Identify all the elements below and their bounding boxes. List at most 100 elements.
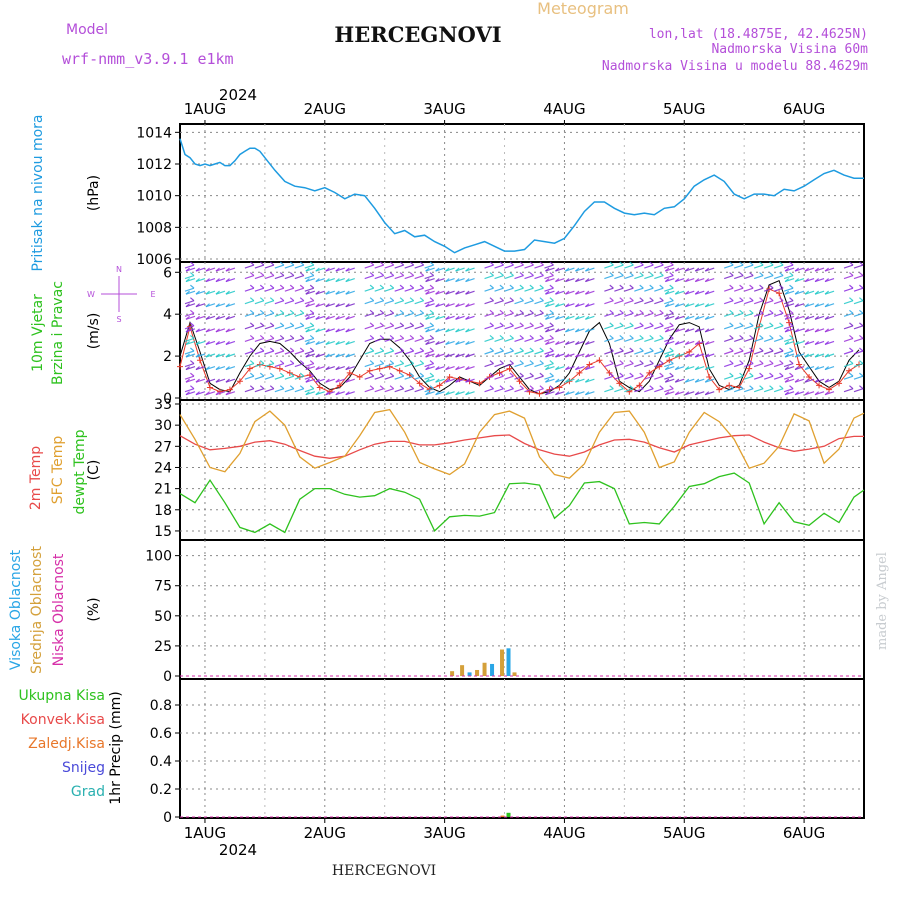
wind-arrow-head <box>389 297 395 302</box>
wind-arrow-head <box>704 353 710 358</box>
wind-arrow-head <box>539 372 544 377</box>
wind-arrow-head <box>549 385 554 390</box>
wind-arrow-head <box>529 334 534 339</box>
wind-arrow-head <box>565 303 570 308</box>
day-label-bottom-1: 2AUG <box>304 824 346 842</box>
wind-arrow <box>743 325 754 330</box>
wind-arrow-head <box>185 328 190 333</box>
wind-arrow-head <box>769 261 774 266</box>
wind-arrow <box>534 287 544 292</box>
wind-arrow <box>853 388 864 393</box>
series-line-temperature-0 <box>179 434 864 459</box>
wind-arrow <box>264 375 275 380</box>
wind-arrow <box>374 350 384 355</box>
wind-arrow-head <box>279 261 285 266</box>
wind-arrow-head <box>190 297 195 302</box>
cloud-axis-label-2: Srednja Oblacnost <box>29 546 45 674</box>
wind-arrow-head <box>565 328 570 333</box>
wind-arrow <box>853 350 864 355</box>
wind-arrow <box>304 325 315 330</box>
wind-arrow-head <box>555 340 560 345</box>
gust-point <box>196 357 203 364</box>
wind-arrow-head <box>289 272 295 277</box>
wind-arrow-head <box>804 378 810 383</box>
wind-arrow-head <box>465 340 470 345</box>
wind-arrow-head <box>259 322 265 327</box>
wind-arrow-head <box>445 328 450 333</box>
wind-arrow-head <box>619 284 624 289</box>
wind-arrow-head <box>539 261 544 266</box>
wind-arrow <box>414 275 424 280</box>
wind-arrow <box>264 388 275 393</box>
wind-arrow <box>244 312 255 317</box>
wind-arrow-head <box>565 278 570 283</box>
wind-arrow-head <box>225 366 230 371</box>
wind-arrow-head <box>739 322 744 327</box>
wind-arrow <box>524 350 534 355</box>
wind-arrow-head <box>215 303 220 308</box>
wind-arrow <box>763 287 774 292</box>
wind-arrow <box>294 264 305 269</box>
wind-arrow-head <box>309 284 315 289</box>
wind-arrow <box>264 300 275 305</box>
wind-arrow-head <box>389 322 395 327</box>
wind-arrow-head <box>305 353 310 358</box>
wind-arrow-head <box>804 366 810 371</box>
wind-arrow-head <box>455 366 460 371</box>
wind-arrow-head <box>784 391 790 396</box>
wind-arrow-head <box>259 360 265 365</box>
wind-arrow-head <box>575 267 580 272</box>
wind-arrow-head <box>784 378 790 383</box>
wind-arrow-head <box>549 284 554 289</box>
wind-arrow-head <box>519 347 524 352</box>
wind-arrow-head <box>784 290 790 295</box>
wind-arrow-head <box>575 328 580 333</box>
wind-arrow <box>853 287 864 292</box>
wind-arrow <box>753 325 764 330</box>
wind-arrow <box>274 312 285 317</box>
wind-arrow-head <box>205 353 210 358</box>
plot-area: 1014 1012 1010 1008 1006 (hPa) 6 4 2 0 (m/s) N W E S 33… <box>8 86 865 859</box>
wind-arrow-head <box>824 290 830 295</box>
wind-arrow-head <box>769 372 774 377</box>
wind-arrow <box>843 375 854 380</box>
wind-arrow-head <box>684 391 690 396</box>
wind-arrow-head <box>759 284 764 289</box>
wind-arrow <box>294 312 305 317</box>
wind-arrow <box>394 325 404 330</box>
wind-arrow-head <box>749 322 754 327</box>
wind-arrow <box>394 337 404 342</box>
wind-arrow-head <box>409 347 415 352</box>
ytick-label-pressure-2: 1010 <box>136 189 172 205</box>
wind-arrow-head <box>784 315 790 320</box>
wind-arrow-head <box>345 378 350 383</box>
wind-arrow-head <box>519 309 524 314</box>
wind-arrow <box>524 312 534 317</box>
wind-arrow <box>614 300 624 305</box>
wind-arrow <box>604 312 614 317</box>
ytick-label-clouds-1: 75 <box>154 579 172 595</box>
wind-arrow-head <box>215 378 220 383</box>
wind-arrow-head <box>674 315 680 320</box>
wind-arrow-head <box>389 347 395 352</box>
wind-arrow-head <box>325 303 330 308</box>
wind-arrow <box>524 363 534 368</box>
gust-point <box>396 367 403 374</box>
gust-point <box>356 374 363 381</box>
wind-arrow-head <box>389 372 395 377</box>
wind-arrow-head <box>519 284 524 289</box>
wind-arrow-head <box>435 315 440 320</box>
wind-arrow-head <box>419 322 425 327</box>
wind-arrow-head <box>529 297 534 302</box>
wind-arrow-head <box>789 284 794 289</box>
wind-arrow-head <box>585 303 590 308</box>
wind-arrow-head <box>529 309 534 314</box>
wind-arrow-head <box>769 297 774 302</box>
wind-arrow-head <box>619 372 624 377</box>
wind-arrow-head <box>419 385 425 390</box>
wind-arrow-head <box>279 347 285 352</box>
wind-arrow <box>384 312 394 317</box>
wind-arrow-head <box>279 360 285 365</box>
wind-arrow-head <box>555 290 560 295</box>
wind-arrow <box>534 388 544 393</box>
